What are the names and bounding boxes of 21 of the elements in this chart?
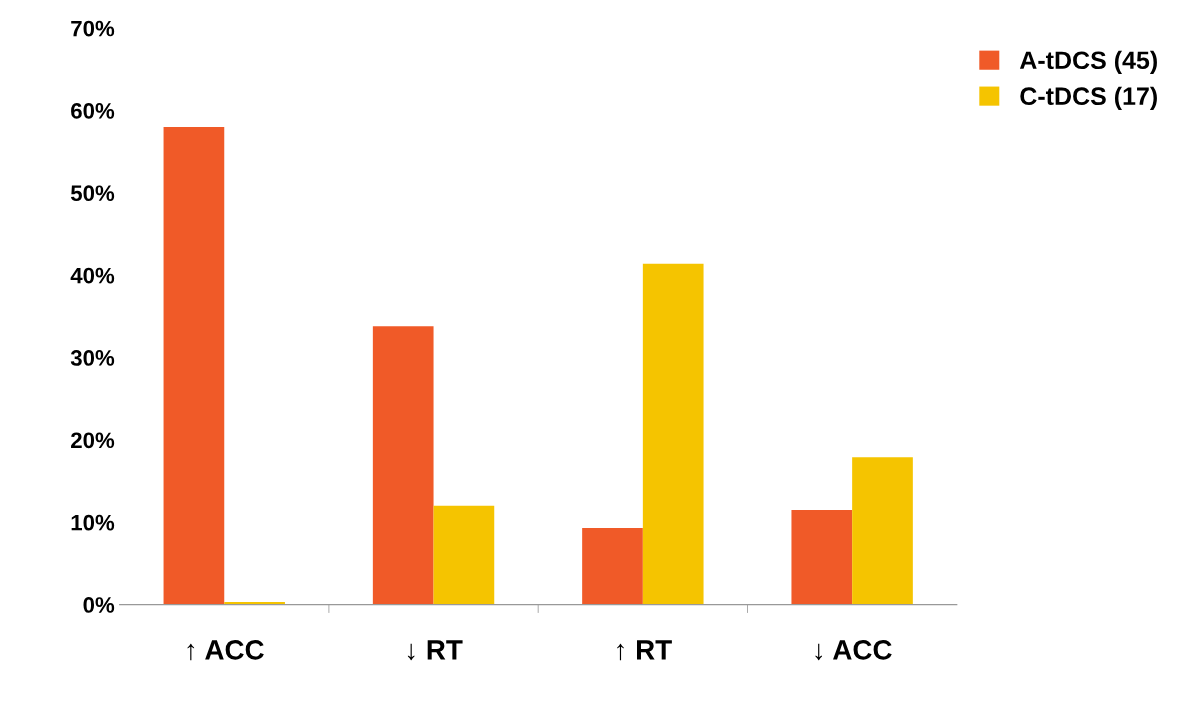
y-tick-label: 50% [70, 185, 115, 202]
y-tick-label: 60% [71, 103, 115, 119]
y-tick-label: 10% [71, 514, 115, 531]
y-tick-label: 70% [71, 20, 115, 37]
x-tick-label: ↓ ACC [815, 640, 892, 661]
y-tick-label: 40% [70, 267, 115, 284]
bar [852, 457, 913, 605]
x-tick-label: ↑ ACC [187, 640, 264, 661]
x-tick-label: ↓ RT [407, 640, 463, 661]
legend-label: C-tDCS (17) [1020, 86, 1157, 110]
bar [642, 263, 704, 605]
bar [582, 527, 643, 605]
y-tick-label: 20% [71, 432, 115, 449]
bar [791, 509, 853, 605]
bar [433, 505, 495, 605]
x-tick-label: ↑ RT [617, 640, 672, 661]
y-tick-label: 30% [70, 350, 115, 366]
bar [372, 326, 434, 605]
legend-label: A-tDCS (45) [1019, 50, 1157, 75]
bar [163, 126, 225, 605]
y-tick-label: 0% [83, 597, 115, 613]
